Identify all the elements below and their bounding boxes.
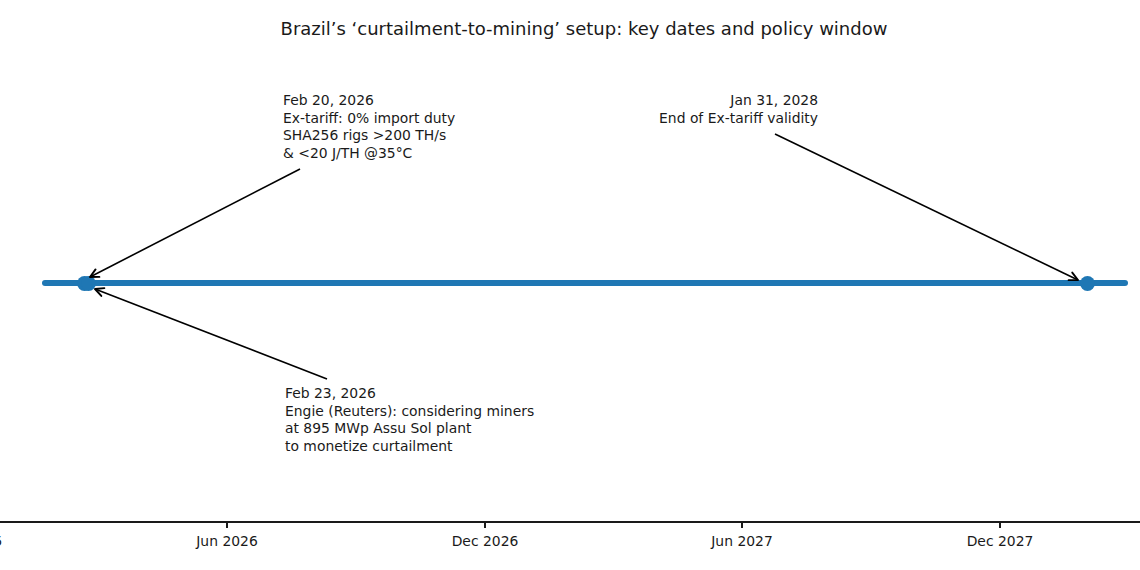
annotation-line: at 895 MWp Assu Sol plant bbox=[285, 420, 534, 438]
x-axis-tick-label: Dec 2025 bbox=[0, 533, 2, 551]
annotation-line: Feb 23, 2026 bbox=[285, 385, 534, 403]
x-axis-tick-label: Jun 2027 bbox=[711, 533, 772, 551]
annotation-line: Engie (Reuters): considering miners bbox=[285, 403, 534, 421]
x-axis-tick bbox=[484, 523, 486, 528]
annotation-line: SHA256 rigs >200 TH/s bbox=[283, 127, 455, 145]
annotation-ex-tariff: Feb 20, 2026 Ex-tariff: 0% import duty S… bbox=[283, 92, 455, 162]
x-axis-tick-label: Jun 2026 bbox=[196, 533, 257, 551]
x-axis-tick-label: Dec 2027 bbox=[967, 533, 1034, 551]
x-axis-tick-label: Dec 2026 bbox=[452, 533, 519, 551]
x-axis-tick bbox=[741, 523, 743, 528]
annotation-line: Jan 31, 2028 bbox=[518, 92, 818, 110]
event-marker-engie bbox=[81, 276, 96, 291]
annotation-line: Feb 20, 2026 bbox=[283, 92, 455, 110]
annotation-line: & <20 J/TH @35°C bbox=[283, 145, 455, 163]
x-axis-tick bbox=[999, 523, 1001, 528]
annotation-engie: Feb 23, 2026 Engie (Reuters): considerin… bbox=[285, 385, 534, 455]
annotation-line: End of Ex-tariff validity bbox=[518, 110, 818, 128]
event-marker-end-validity bbox=[1080, 276, 1095, 291]
arrow-ex-tariff bbox=[90, 169, 300, 277]
chart-title: Brazil’s ‘curtailment-to-mining’ setup: … bbox=[281, 18, 888, 39]
annotation-line: Ex-tariff: 0% import duty bbox=[283, 110, 455, 128]
timeline-figure: Brazil’s ‘curtailment-to-mining’ setup: … bbox=[0, 0, 1140, 570]
timeline-line bbox=[42, 280, 1128, 286]
annotation-line: to monetize curtailment bbox=[285, 438, 534, 456]
annotation-end-validity: Jan 31, 2028 End of Ex-tariff validity bbox=[518, 92, 818, 127]
x-axis-tick bbox=[226, 523, 228, 528]
x-axis-spine bbox=[0, 521, 1140, 523]
arrow-engie bbox=[95, 289, 327, 379]
arrow-end-validity bbox=[775, 134, 1078, 280]
